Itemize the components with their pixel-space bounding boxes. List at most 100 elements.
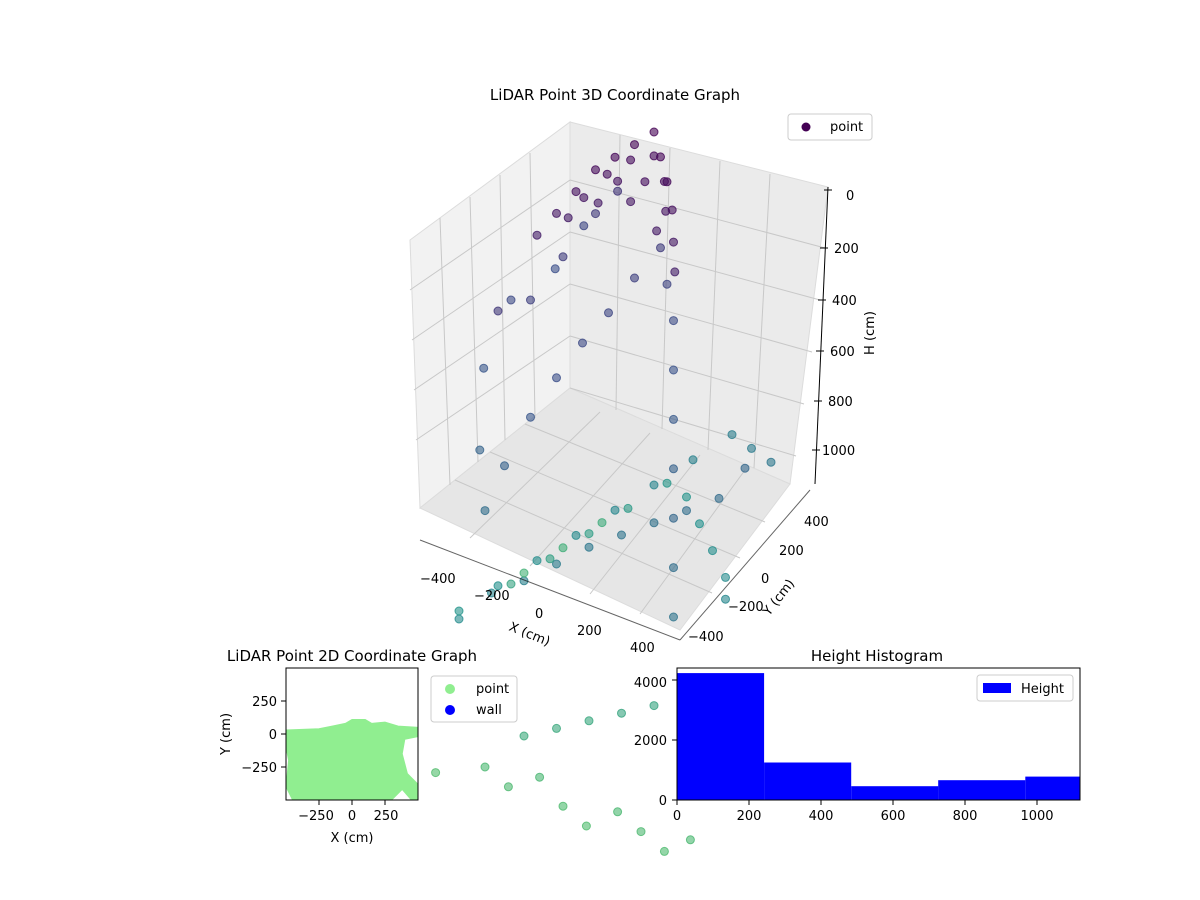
x-tick-label: 0 <box>348 809 356 824</box>
histogram-bar <box>938 780 1026 800</box>
scatter-point <box>649 518 659 528</box>
z-tick-label: 800 <box>828 395 853 410</box>
scatter-point <box>487 588 496 598</box>
scatter-point <box>695 519 704 529</box>
scatter-point <box>659 177 669 186</box>
scatter-point <box>526 412 535 422</box>
scatter-point <box>740 463 750 473</box>
x-tick-label: −400 <box>420 572 456 587</box>
scatter-point <box>670 267 680 277</box>
scatter-point <box>593 198 603 208</box>
scatter-point <box>597 518 607 528</box>
chart-2d-title: LiDAR Point 2D Coordinate Graph <box>227 647 477 665</box>
scatter-point <box>649 127 659 137</box>
scatter-point <box>669 563 678 573</box>
z-axis-label: H (cm) <box>863 311 878 355</box>
scatter-point <box>479 363 489 373</box>
scatter-point <box>552 723 561 733</box>
scatter-point <box>669 237 678 247</box>
scatter-point <box>545 554 555 564</box>
scatter-point <box>506 579 516 589</box>
scatter-point <box>636 827 646 837</box>
chart-2d: LiDAR Point 2D Coordinate Graph −250 0 2… <box>219 647 518 846</box>
scatter-point <box>526 295 535 305</box>
histogram-legend: Height <box>976 674 1074 702</box>
histogram-frame <box>676 667 1081 801</box>
legend-label-point: point <box>830 120 863 135</box>
histogram-y-ticks: 0 2000 4000 <box>634 676 677 809</box>
scatter-point <box>721 594 730 604</box>
scatter-point <box>747 443 756 453</box>
x-tick-label: 400 <box>630 641 655 656</box>
scatter-point <box>493 581 503 591</box>
scatter-point <box>630 273 639 283</box>
z-tick-labels: 0 200 400 600 800 1000 <box>822 189 859 459</box>
scatter-point <box>604 308 613 318</box>
scatter-point <box>558 252 568 262</box>
scatter-point <box>579 221 589 231</box>
scatter-point <box>652 226 662 236</box>
z-tick-label: 1000 <box>822 444 855 459</box>
histogram-title: Height Histogram <box>811 647 943 665</box>
histogram-bar <box>764 762 852 800</box>
scatter-point <box>584 716 594 726</box>
histogram-bar <box>851 786 939 800</box>
legend-marker-point <box>445 684 455 694</box>
scatter-point <box>584 542 594 552</box>
y-tick-label: 200 <box>779 544 804 559</box>
legend-marker-wall <box>445 705 455 715</box>
scatter-point <box>685 835 695 845</box>
x-tick-label: 0 <box>535 607 543 622</box>
scatter-point <box>669 612 678 622</box>
y-tick-label: 4000 <box>634 676 667 691</box>
scatter-point <box>519 731 529 741</box>
scatter-point <box>610 152 620 162</box>
x-axis-line <box>419 539 681 641</box>
scatter-point <box>519 568 529 578</box>
y-tick-label: 0 <box>269 728 277 743</box>
scatter-point <box>584 529 594 539</box>
scatter-point <box>662 279 672 289</box>
x-tick-label: 400 <box>809 809 834 824</box>
scatter-point <box>550 264 560 274</box>
y-tick-label: −400 <box>688 630 724 645</box>
scatter-point <box>552 208 561 218</box>
legend-marker-point <box>801 122 811 132</box>
scatter-point <box>532 556 542 566</box>
z-tick-marks <box>812 189 832 451</box>
x-tick-label: 200 <box>577 624 602 639</box>
scatter-point <box>558 543 568 553</box>
y-tick-label: −200 <box>728 600 764 615</box>
scatter-point <box>708 546 717 556</box>
y-tick-label: −250 <box>241 761 277 776</box>
legend-label-point: point <box>476 682 509 697</box>
scatter-point <box>640 177 650 187</box>
x-tick-label: −200 <box>474 589 510 604</box>
scatter-point <box>617 708 626 718</box>
x-tick-label: 600 <box>881 809 906 824</box>
z-tick-label: 400 <box>832 294 857 309</box>
scatter-point <box>669 464 678 474</box>
scatter-point <box>581 821 591 831</box>
scatter-point <box>500 461 509 471</box>
scatter-point <box>602 169 612 179</box>
scatter-point <box>610 505 620 515</box>
histogram-x-ticks: 0 200 400 600 800 1000 <box>673 800 1054 824</box>
scatter-point <box>661 206 671 216</box>
scatter-point <box>766 457 776 467</box>
chart-histogram: Height Histogram 0 200 400 600 800 1000 … <box>634 647 1081 824</box>
z-axis-line <box>814 186 829 485</box>
scatter-point <box>682 492 691 502</box>
scatter-point <box>613 176 623 186</box>
scatter-point <box>558 801 568 811</box>
scatter-point <box>626 197 636 207</box>
scatter-point <box>591 209 600 219</box>
scatter-point <box>682 506 691 516</box>
scatter-point <box>626 155 636 165</box>
chart-2d-x-label: X (cm) <box>331 831 374 846</box>
x-axis-label: X (cm) <box>507 620 552 650</box>
chart-2d-x-ticks: −250 0 250 <box>298 800 398 824</box>
x-tick-label: 800 <box>953 809 978 824</box>
chart-2d-y-label: Y (cm) <box>219 713 234 756</box>
